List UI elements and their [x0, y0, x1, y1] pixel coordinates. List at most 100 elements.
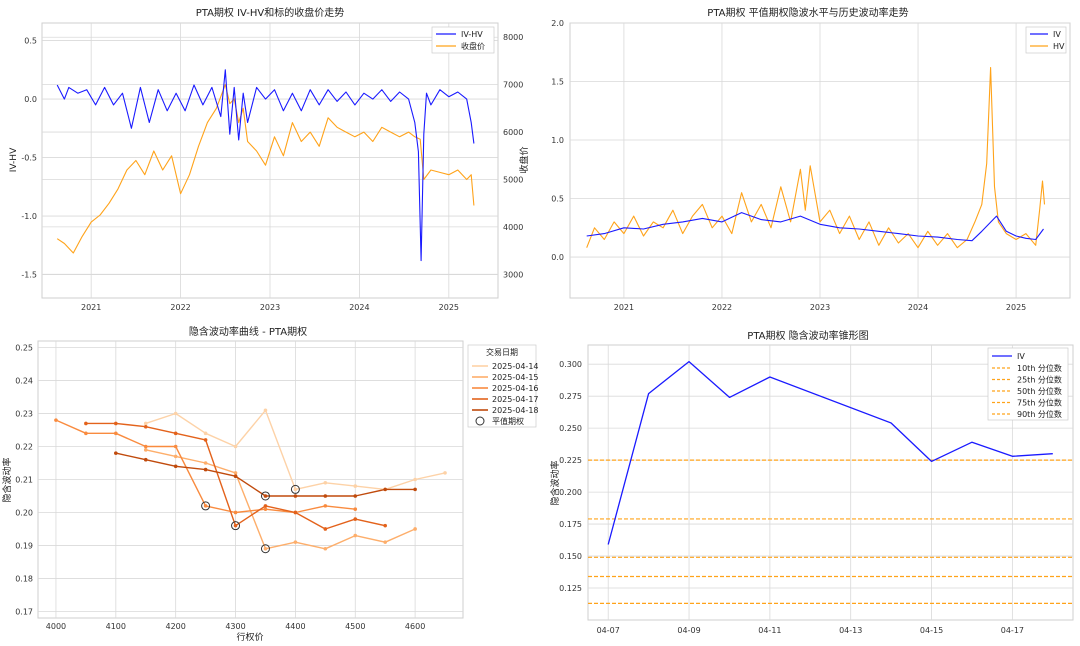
chart3-data-point: [323, 494, 328, 498]
chart3-ytick-label: 0.20: [15, 508, 33, 517]
chart1-y2tick-label: 3000: [503, 270, 523, 279]
chart4-ytick-label: 0.275: [559, 392, 582, 401]
chart3-ytick-label: 0.18: [15, 574, 33, 583]
chart3-atm-marker: [260, 491, 270, 501]
chart1-xtick-label: 2024: [349, 303, 369, 312]
chart1-legend-close: 收盘价: [461, 41, 485, 51]
chart4-xtick-label: 04-15: [920, 626, 943, 635]
chart1-ytick-label: -1.5: [21, 271, 37, 280]
chart3-legend-atm-marker: [475, 416, 485, 426]
chart1-xtick-label: 2022: [170, 303, 190, 312]
chart4-title: PTA期权 隐含波动率锥形图: [747, 329, 868, 342]
chart3-data-point: [413, 527, 417, 531]
chart3-data-point: [143, 448, 148, 452]
chart3-data-point: [263, 507, 268, 511]
chart3-data-point: [353, 494, 358, 498]
chart3-data-point: [114, 451, 118, 455]
chart3-data-point: [173, 454, 178, 459]
chart2-xtick-label: 2021: [614, 303, 634, 312]
chart3-data-point: [353, 507, 358, 511]
chart3-data-point: [203, 461, 208, 465]
chart3-data-point: [413, 487, 417, 492]
chart3-data-point: [353, 517, 358, 521]
chart4-ytick-label: 0.175: [559, 520, 582, 529]
chart3-data-point: [233, 523, 238, 528]
chart3-data-point: [84, 421, 88, 426]
chart2-legend-hv: HV: [1053, 42, 1065, 51]
chart3-data-point: [233, 474, 238, 479]
chart4-xtick-label: 04-13: [839, 626, 862, 635]
chart3-data-point: [203, 438, 208, 442]
chart2-xtick-label: 2023: [810, 303, 830, 312]
chart4-xtick-label: 04-11: [758, 626, 781, 635]
chart2-legend: IV HV: [1025, 26, 1067, 54]
chart4-ytick-label: 0.250: [559, 424, 582, 433]
chart1-ytick-label: -1.0: [21, 212, 37, 221]
chart3-data-point: [353, 533, 358, 538]
chart3-data-point: [203, 431, 208, 436]
chart3-data-point: [233, 471, 238, 475]
chart3-data-point: [263, 546, 268, 551]
chart2-legend-iv: IV: [1053, 30, 1061, 39]
chart3-xtick-label: 4100: [106, 622, 126, 631]
chart3-data-point: [383, 523, 387, 528]
chart-iv-hv-levels: PTA期权 平值期权隐波水平与历史波动率走势 2021 2022 2023 2024 2…: [551, 6, 1071, 312]
chart3-ytick-label: 0.21: [15, 476, 33, 485]
chart4-frame: [587, 344, 1074, 621]
chart1-y2tick-label: 6000: [503, 128, 523, 137]
chart2-ytick-label: 2.0: [551, 19, 564, 28]
chart3-ytick-label: 0.24: [15, 377, 33, 386]
chart-iv-hv-close: PTA期权 IV-HV和标的收盘价走势 2021 2022 2023 2024 2025…: [9, 6, 530, 312]
chart3-data-point: [383, 540, 387, 544]
chart3-data-point: [323, 527, 328, 531]
chart3-data-point: [173, 431, 178, 436]
chart3-data-point: [293, 510, 298, 515]
chart2-xtick-label: 2025: [1006, 303, 1026, 312]
chart1-y2tick-label: 7000: [503, 81, 523, 90]
chart3-data-point: [173, 411, 178, 416]
chart2-xtick-label: 2024: [908, 303, 928, 312]
chart3-xlabel: 行权价: [236, 631, 263, 643]
chart3-xtick-label: 4500: [345, 622, 365, 631]
chart3-data-point: [263, 504, 268, 508]
chart1-xtick-label: 2021: [81, 303, 101, 312]
chart3-data-point: [84, 431, 88, 436]
chart4-xtick-label: 04-09: [677, 626, 700, 635]
chart3-legend: 交易日期 2025-04-14 2025-04-15 2025-04-16 2025-…: [467, 344, 539, 428]
chart2-title: PTA期权 平值期权隐波水平与历史波动率走势: [707, 6, 908, 19]
chart3-data-point: [263, 408, 268, 413]
chart4-ylabel: 隐含波动率: [549, 460, 561, 505]
chart4-legend-label: 50th 分位数: [1017, 386, 1062, 396]
chart3-data-point: [293, 540, 298, 544]
chart1-y2tick-label: 5000: [503, 175, 523, 184]
chart4-xtick-label: 04-07: [597, 626, 620, 635]
chart2-ytick-label: 0.5: [551, 195, 564, 204]
chart1-legend-iv-hv: IV-HV: [461, 30, 483, 39]
chart4-ytick-label: 0.125: [559, 584, 582, 593]
chart3-atm-marker: [201, 501, 211, 511]
chart3-xtick-label: 4200: [165, 622, 185, 631]
chart1-title: PTA期权 IV-HV和标的收盘价走势: [196, 6, 345, 19]
chart3-data-point: [143, 457, 148, 462]
chart4-ytick-label: 0.300: [559, 360, 582, 369]
chart3-data-point: [323, 504, 328, 508]
chart1-legend: IV-HV 收盘价: [431, 26, 495, 54]
chart3-atm-marker: [260, 544, 270, 554]
chart3-legend-atm-label: 平值期权: [492, 416, 524, 426]
chart3-xtick-label: 4000: [46, 622, 66, 631]
chart3-data-point: [203, 504, 208, 508]
chart3-data-point: [323, 480, 328, 485]
chart3-data-point: [114, 431, 118, 436]
chart3-data-point: [233, 510, 238, 515]
chart3-data-point: [54, 418, 58, 422]
chart4-xtick-label: 04-17: [1001, 626, 1024, 635]
chart4-legend-label: 90th 分位数: [1017, 409, 1062, 419]
chart3-data-point: [293, 487, 298, 492]
chart3-atm-marker: [290, 484, 300, 494]
chart1-xtick-label: 2023: [260, 303, 280, 312]
chart3-ytick-label: 0.17: [15, 607, 33, 616]
chart2-series-hv: [586, 66, 1046, 249]
chart3-data-point: [443, 471, 447, 475]
chart1-ytick-label: 0.5: [24, 37, 37, 46]
chart4-legend-label: 75th 分位数: [1017, 398, 1062, 408]
